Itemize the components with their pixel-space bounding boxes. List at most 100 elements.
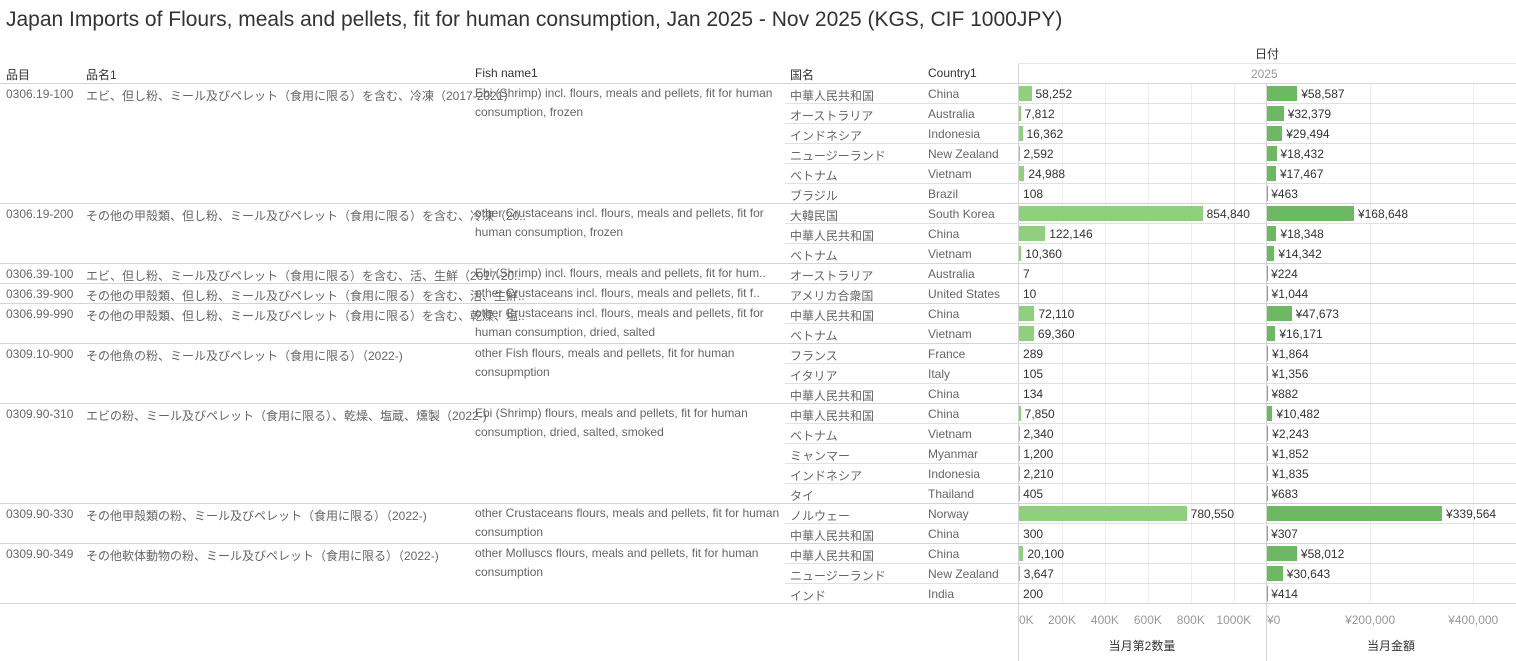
product-code[interactable]: 0306.99-990 — [6, 307, 74, 321]
product-code[interactable]: 0309.90-349 — [6, 547, 74, 561]
country-jp[interactable]: ノルウェー — [790, 509, 851, 523]
qty-bar[interactable] — [1019, 126, 1023, 141]
country-en[interactable]: China — [928, 547, 960, 561]
qty-bar[interactable] — [1019, 226, 1046, 241]
country-en[interactable]: Australia — [928, 267, 975, 281]
country-jp[interactable]: インドネシア — [790, 469, 863, 483]
country-jp[interactable]: ブラジル — [790, 189, 838, 203]
country-jp[interactable]: オーストラリア — [790, 109, 874, 123]
product-code[interactable]: 0309.90-310 — [6, 407, 74, 421]
country-en[interactable]: China — [928, 307, 960, 321]
product-name-jp[interactable]: その他軟体動物の粉、ミール及びペレット（食用に限る）（2022-) — [86, 549, 439, 563]
product-code[interactable]: 0309.10-900 — [6, 347, 74, 361]
country-en[interactable]: South Korea — [928, 207, 995, 221]
amount-bar[interactable] — [1267, 346, 1268, 361]
country-jp[interactable]: ベトナム — [790, 329, 838, 343]
country-en[interactable]: India — [928, 587, 955, 601]
header-date[interactable]: 日付 — [1255, 47, 1280, 61]
fish-name[interactable]: other Crustaceans incl. flours, meals an… — [475, 306, 764, 339]
country-en[interactable]: Norway — [928, 507, 969, 521]
header-country-jp[interactable]: 国名 — [790, 68, 815, 82]
fish-name[interactable]: other Crustaceans incl. flours, meals an… — [475, 286, 760, 300]
qty-bar[interactable] — [1019, 166, 1025, 181]
product-code[interactable]: 0306.39-900 — [6, 287, 74, 301]
qty-bar[interactable] — [1019, 246, 1022, 261]
amount-bar[interactable] — [1267, 566, 1283, 581]
country-en[interactable]: Brazil — [928, 187, 959, 201]
amount-bar[interactable] — [1267, 326, 1276, 341]
country-jp[interactable]: 中華人民共和国 — [790, 549, 875, 563]
qty-bar[interactable] — [1019, 426, 1020, 441]
header-fish-name[interactable]: Fish name1 — [475, 66, 538, 80]
amount-bar[interactable] — [1267, 86, 1298, 101]
amount-bar[interactable] — [1267, 146, 1277, 161]
country-en[interactable]: China — [928, 527, 960, 541]
country-jp[interactable]: ベトナム — [790, 169, 838, 183]
qty-bar[interactable] — [1019, 86, 1032, 101]
product-code[interactable]: 0306.39-100 — [6, 267, 74, 281]
country-en[interactable]: United States — [928, 287, 1001, 301]
qty-bar[interactable] — [1019, 306, 1035, 321]
country-jp[interactable]: インド — [790, 589, 827, 603]
country-en[interactable]: Italy — [928, 367, 951, 381]
qty-bar[interactable] — [1019, 406, 1021, 421]
header-year[interactable]: 2025 — [1251, 67, 1278, 81]
product-name-jp[interactable]: その他の甲殻類、但し粉、ミール及びペレット（食用に限る）を含む、活、生鮮.. — [86, 289, 525, 303]
fish-name[interactable]: other Crustaceans incl. flours, meals an… — [475, 206, 764, 239]
country-jp[interactable]: ベトナム — [790, 249, 838, 263]
amount-bar[interactable] — [1267, 506, 1443, 521]
product-name-jp[interactable]: その他甲殻類の粉、ミール及びペレット（食用に限る）（2022-) — [86, 509, 427, 523]
country-jp[interactable]: ベトナム — [790, 429, 838, 443]
product-code[interactable]: 0306.19-200 — [6, 207, 74, 221]
country-jp[interactable]: フランス — [790, 349, 838, 363]
amount-bar[interactable] — [1267, 406, 1273, 421]
country-jp[interactable]: 中華人民共和国 — [790, 229, 875, 243]
amount-bar[interactable] — [1267, 206, 1354, 221]
amount-bar[interactable] — [1267, 546, 1297, 561]
product-name-jp[interactable]: その他の甲殻類、但し粉、ミール及びペレット（食用に限る）を含む、冷凍（20.. — [86, 209, 527, 223]
country-jp[interactable]: 中華人民共和国 — [790, 389, 875, 403]
product-code[interactable]: 0309.90-330 — [6, 507, 74, 521]
amount-bar[interactable] — [1267, 366, 1268, 381]
fish-name[interactable]: Ebi (Shrimp) incl. flours, meals and pel… — [475, 86, 773, 119]
country-en[interactable]: New Zealand — [928, 567, 999, 581]
header-name-jp[interactable]: 品名1 — [86, 68, 117, 82]
country-en[interactable]: Thailand — [928, 487, 975, 501]
country-en[interactable]: New Zealand — [928, 147, 999, 161]
country-jp[interactable]: ミャンマー — [790, 449, 851, 463]
country-en[interactable]: Myanmar — [928, 447, 979, 461]
qty-bar[interactable] — [1019, 326, 1034, 341]
product-name-jp[interactable]: エビ、但し粉、ミール及びペレット（食用に限る）を含む、活、生鮮（2017-20.… — [86, 269, 521, 283]
country-jp[interactable]: イタリア — [790, 369, 838, 383]
amount-bar[interactable] — [1267, 166, 1276, 181]
header-code[interactable]: 品目 — [6, 68, 31, 82]
country-jp[interactable]: インドネシア — [790, 129, 863, 143]
amount-bar[interactable] — [1267, 446, 1268, 461]
country-en[interactable]: China — [928, 387, 960, 401]
country-en[interactable]: China — [928, 87, 960, 101]
fish-name[interactable]: Ebi (Shrimp) flours, meals and pellets, … — [475, 406, 748, 439]
country-en[interactable]: China — [928, 407, 960, 421]
country-jp[interactable]: 中華人民共和国 — [790, 529, 875, 543]
country-jp[interactable]: タイ — [790, 489, 815, 503]
country-en[interactable]: France — [928, 347, 966, 361]
amount-bar[interactable] — [1267, 246, 1275, 261]
country-jp[interactable]: 中華人民共和国 — [790, 409, 875, 423]
country-jp[interactable]: オーストラリア — [790, 269, 874, 283]
product-name-jp[interactable]: その他の甲殻類、但し粉、ミール及びペレット（食用に限る）を含む、乾燥、塩.. — [86, 309, 525, 323]
country-jp[interactable]: 大韓民国 — [790, 209, 839, 223]
qty-bar[interactable] — [1019, 146, 1020, 161]
amount-bar[interactable] — [1267, 226, 1277, 241]
amount-bar[interactable] — [1267, 466, 1268, 481]
qty-bar[interactable] — [1019, 106, 1021, 121]
header-country-en[interactable]: Country1 — [928, 66, 977, 80]
fish-name[interactable]: other Molluscs flours, meals and pellets… — [475, 546, 759, 579]
product-code[interactable]: 0306.19-100 — [6, 87, 74, 101]
country-jp[interactable]: ニュージーランド — [790, 569, 886, 583]
fish-name[interactable]: other Crustaceans flours, meals and pell… — [475, 506, 780, 539]
amount-bar[interactable] — [1267, 126, 1283, 141]
country-en[interactable]: Indonesia — [928, 127, 981, 141]
country-jp[interactable]: ニュージーランド — [790, 149, 886, 163]
country-jp[interactable]: アメリカ合衆国 — [790, 289, 874, 303]
country-jp[interactable]: 中華人民共和国 — [790, 89, 875, 103]
